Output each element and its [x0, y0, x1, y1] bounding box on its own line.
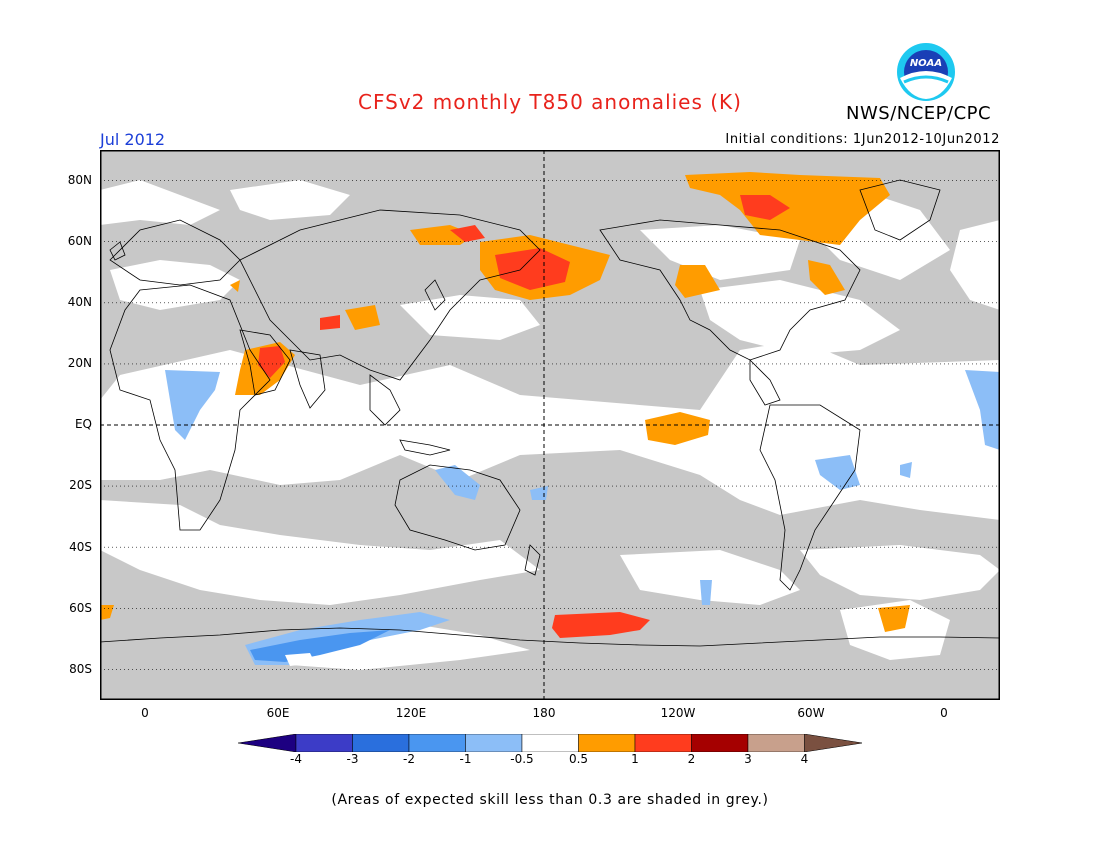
lat-label: 40S — [69, 540, 92, 554]
colorbar-segment — [521, 734, 579, 752]
lat-label: 60S — [69, 601, 92, 615]
agency-label: NWS/NCEP/CPC — [846, 103, 992, 124]
lat-label: 80N — [67, 173, 92, 187]
anomaly-tibet — [320, 315, 340, 330]
lat-label: EQ — [74, 417, 92, 431]
lat-label: 40N — [67, 295, 92, 309]
lon-label: 120E — [395, 706, 427, 720]
colorbar-segment — [352, 734, 410, 752]
noaa-logo-text: NOAA — [910, 58, 942, 69]
initial-conditions: Initial conditions: 1Jun2012-10Jun2012 — [725, 132, 1000, 147]
colorbar-tick-label: -4 — [290, 752, 302, 766]
colorbar-segment — [578, 734, 636, 752]
colorbar — [238, 734, 862, 752]
colorbar-tick-label: 4 — [800, 752, 809, 766]
anomaly-southern-ocean — [552, 612, 650, 638]
colorbar-tick-label: -1 — [459, 752, 472, 766]
coastlines — [100, 179, 1000, 647]
skill-regions — [100, 180, 1000, 670]
colorbar-segment — [804, 734, 862, 752]
lon-label: 120W — [660, 706, 696, 720]
colorbar-segment — [634, 734, 692, 752]
colorbar-segment — [691, 734, 749, 752]
colorbar-segment — [295, 734, 353, 752]
footnote: (Areas of expected skill less than 0.3 a… — [331, 792, 769, 808]
lat-label: 20S — [69, 478, 92, 492]
anomaly-australia — [435, 465, 480, 500]
colorbar-segment — [408, 734, 466, 752]
forecast-period: Jul 2012 — [100, 130, 166, 149]
cool-anomalies — [165, 370, 1000, 666]
anomaly-equatorial-pacific — [645, 412, 710, 445]
warm-anomalies — [100, 172, 910, 638]
colorbar-tick-label: 3 — [744, 752, 752, 766]
colorbar-tick-label: -3 — [346, 752, 359, 766]
colorbar-tick-label: 1 — [631, 752, 639, 766]
colorbar-tick-label: 0.5 — [568, 752, 589, 766]
lon-label: 60E — [266, 706, 290, 720]
colorbar-segment — [238, 734, 297, 752]
anomaly-map — [100, 150, 1000, 700]
colorbar-tick-label: -0.5 — [510, 752, 534, 766]
colorbar-tick-label: 2 — [687, 752, 696, 766]
lat-label: 20N — [67, 356, 92, 370]
noaa-logo: NOAA — [896, 42, 956, 102]
lon-label: 0 — [940, 706, 948, 720]
lat-label: 60N — [67, 234, 92, 248]
colorbar-segment — [465, 734, 523, 752]
lon-label: 0 — [141, 706, 149, 720]
colorbar-segment — [747, 734, 805, 752]
map-frame — [100, 150, 1000, 700]
lon-label: 180 — [532, 706, 556, 720]
lat-label: 80S — [69, 662, 92, 676]
colorbar-tick-label: -2 — [403, 752, 415, 766]
lon-label: 60W — [797, 706, 825, 720]
chart-title: CFSv2 monthly T850 anomalies (K) — [358, 90, 742, 114]
